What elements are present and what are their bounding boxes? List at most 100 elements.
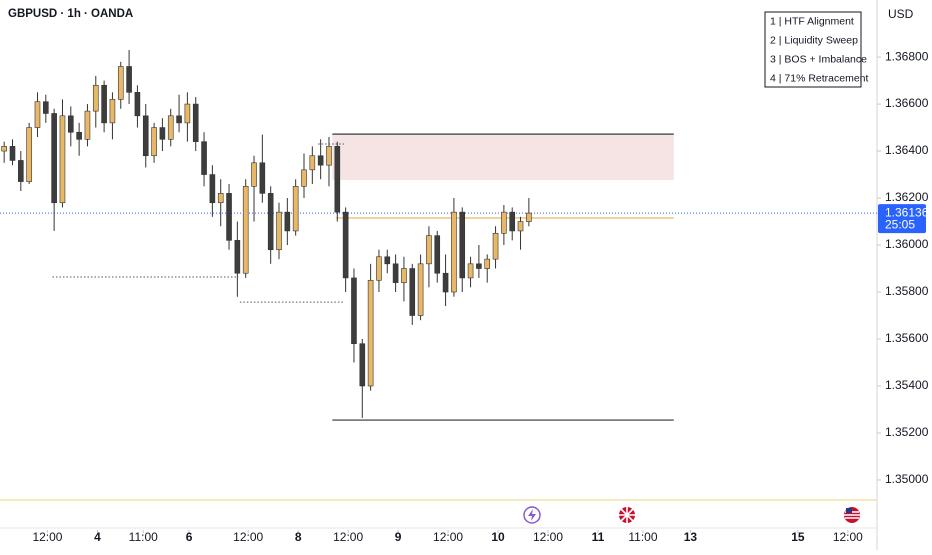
candle-body (43, 101, 49, 114)
legend-entry: 3 | BOS + Imbalance (770, 53, 867, 65)
candle-body (84, 110, 91, 140)
last-price-tag (878, 204, 926, 234)
x-tick-label: 4 (94, 530, 101, 544)
candle-body (384, 256, 391, 265)
candle-body (126, 66, 132, 93)
x-tick-label: 6 (186, 530, 193, 544)
currency-label[interactable]: USD (888, 7, 914, 21)
candle-body (317, 155, 324, 166)
y-tick-label: 1.35200 (885, 425, 929, 439)
candle-body (151, 127, 157, 157)
candle-body (34, 101, 41, 128)
y-tick-label: 1.36400 (885, 143, 929, 157)
candle-body (226, 193, 232, 241)
candle-body (451, 211, 457, 293)
candle-body (176, 115, 182, 124)
candle-body (109, 99, 116, 124)
x-tick-label: 12:00 (533, 530, 563, 544)
candle-body (359, 343, 366, 387)
countdown-label: 25:05 (885, 217, 915, 231)
candle-body (426, 235, 432, 265)
supply-zone (332, 135, 674, 180)
x-tick-label: 12:00 (233, 530, 263, 544)
x-tick-label: 12:00 (32, 530, 62, 544)
candle-body (76, 131, 82, 140)
x-tick-label: 11:00 (628, 530, 657, 544)
last-price-label: 1.36136 (885, 205, 929, 219)
candle-body (101, 84, 107, 124)
y-tick-label: 1.36800 (885, 49, 929, 63)
candle-body (476, 263, 482, 269)
candle-body (509, 211, 516, 232)
candle-body (242, 185, 249, 274)
candle-body (409, 268, 416, 316)
x-tick-label: 12:00 (833, 530, 863, 544)
candle-body (184, 103, 191, 124)
candle-body (192, 103, 199, 142)
candle-body (467, 263, 474, 279)
x-tick-label: 13 (684, 530, 698, 544)
candle-body (367, 279, 374, 387)
candle-body (392, 263, 399, 283)
candle-body (134, 92, 141, 117)
y-tick-label: 1.36200 (885, 190, 929, 204)
candle-body (292, 185, 299, 232)
candle-body (434, 235, 441, 274)
x-tick-label: 12:00 (433, 530, 463, 544)
candle-body (92, 84, 99, 112)
candle-body (442, 272, 449, 293)
legend-entry: 1 | HTF Alignment (770, 15, 854, 27)
candle-body (276, 211, 282, 251)
candle-body (309, 155, 316, 171)
candle-body (376, 256, 382, 281)
candle-body (51, 113, 57, 204)
y-tick-label: 1.35000 (885, 472, 929, 486)
candle-body (526, 212, 532, 222)
candle-body (251, 162, 257, 187)
candle-body (59, 115, 66, 204)
candle-body (167, 115, 174, 140)
candle-body (342, 211, 349, 279)
candle-body (334, 146, 341, 213)
legend-entry: 4 | 71% Retracement (770, 72, 869, 84)
candle-body (142, 115, 149, 157)
candle-body (259, 162, 266, 194)
x-tick-label: 15 (791, 530, 805, 544)
y-tick-label: 1.36600 (885, 96, 929, 110)
candle-body (484, 258, 491, 269)
legend-entry: 2 | Liquidity Sweep (770, 34, 858, 46)
candle-body (417, 263, 424, 316)
candle-body (351, 277, 357, 345)
candle-body (209, 174, 216, 204)
legend-box (764, 11, 862, 88)
candle-body (159, 127, 166, 140)
event-icons (523, 506, 860, 524)
candle-body (326, 146, 332, 166)
x-tick-label: 8 (295, 530, 302, 544)
y-tick-label: 1.35800 (885, 284, 929, 298)
candle-body (301, 169, 307, 187)
candle-body (459, 211, 466, 279)
candle-body (1, 146, 7, 152)
candle-body (492, 232, 499, 260)
y-tick-label: 1.35400 (885, 378, 929, 392)
candle-body (67, 115, 74, 133)
candle-body (9, 146, 16, 161)
candle-body (267, 193, 274, 251)
x-tick-label: 11:00 (129, 530, 158, 544)
x-tick-label: 9 (395, 530, 402, 544)
y-tick-label: 1.35600 (885, 331, 929, 345)
x-tick-label: 12:00 (333, 530, 363, 544)
candle-body (217, 193, 224, 204)
candle-body (201, 141, 207, 175)
chart-title: GBPUSD · 1h · OANDA (8, 8, 133, 20)
candle-body (401, 268, 407, 283)
candle-body (117, 66, 124, 100)
candle-body (517, 221, 524, 232)
x-tick-label: 10 (491, 530, 505, 544)
uk-cross (619, 507, 635, 523)
us-canton (846, 508, 852, 513)
lightning (528, 509, 536, 521)
